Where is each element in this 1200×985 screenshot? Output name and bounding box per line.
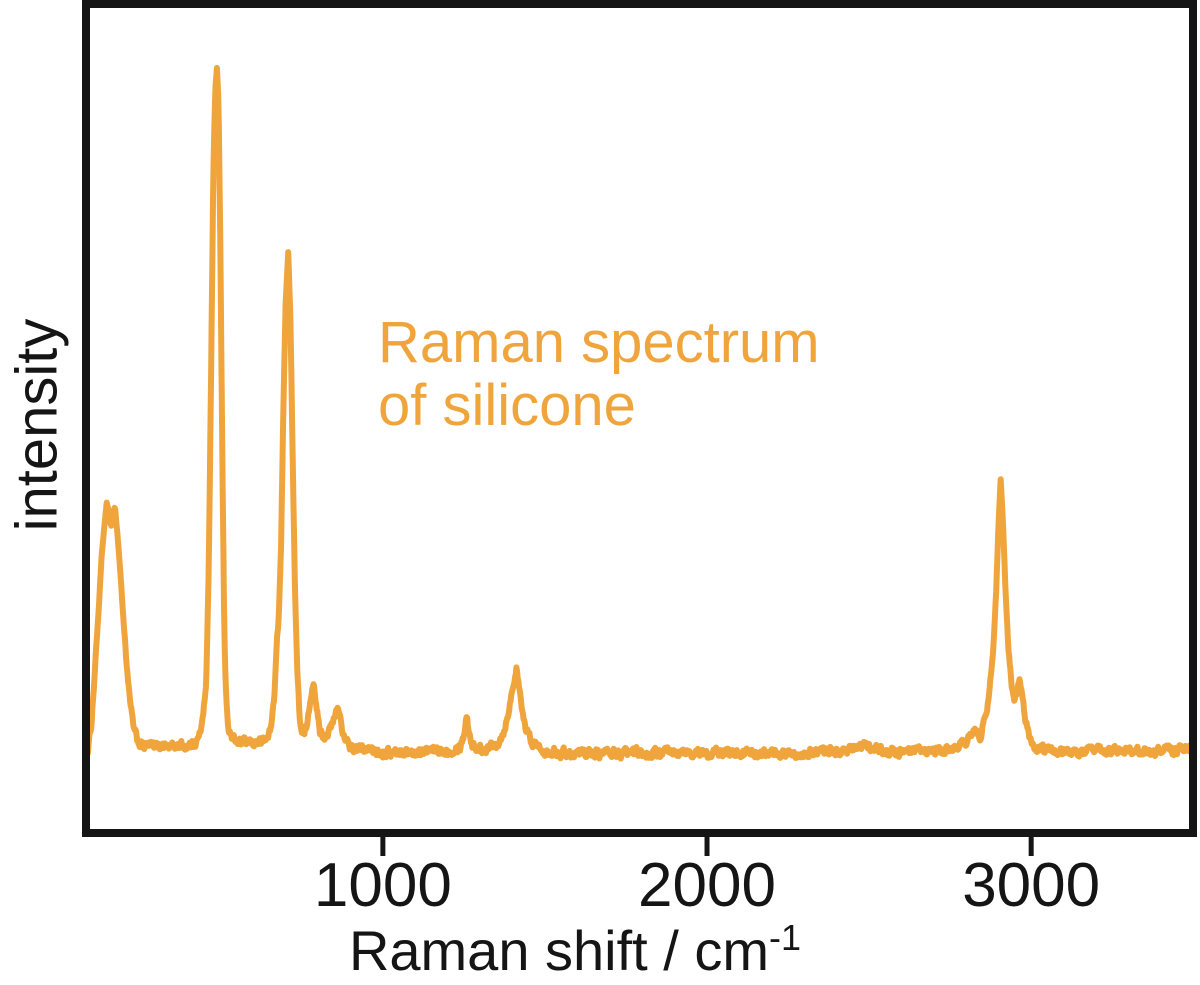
y-axis-label: intensity (4, 318, 70, 532)
plot-frame (82, 0, 1197, 837)
series-annotation: Raman spectrum of silicone (378, 310, 820, 438)
x-axis-label-text: Raman shift / cm (348, 919, 770, 982)
spectrum-curve (90, 65, 1189, 762)
x-axis-label-exponent: -1 (769, 917, 802, 958)
x-axis-label: Raman shift / cm-1 (348, 917, 802, 983)
annotation-line-2: of silicone (378, 372, 636, 438)
x-tick-label: 2000 (638, 851, 776, 920)
x-tick-label: 3000 (962, 851, 1101, 920)
annotation-line-1: Raman spectrum (378, 310, 820, 375)
x-tick-label: 1000 (313, 851, 452, 920)
